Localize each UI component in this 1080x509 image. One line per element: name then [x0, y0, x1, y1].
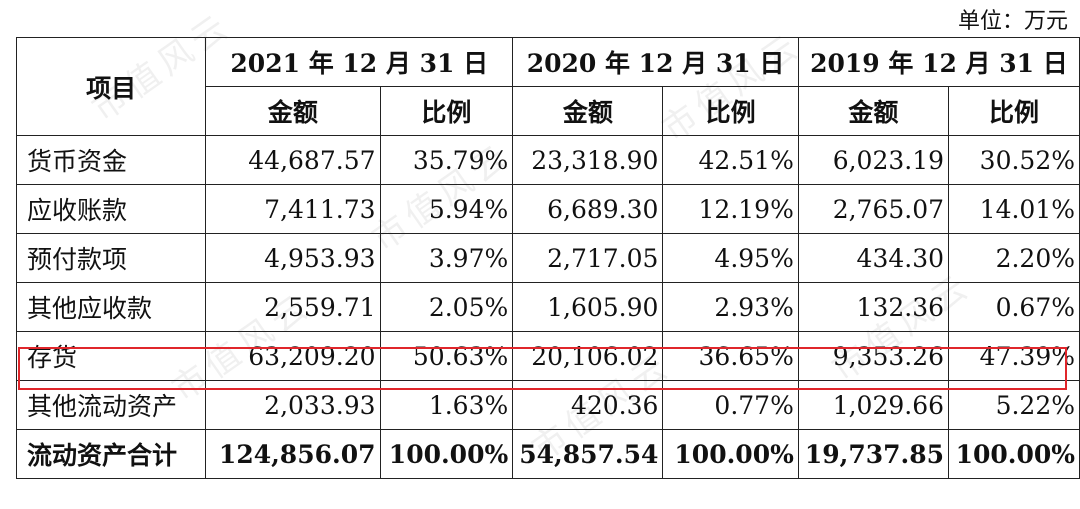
cell-ratio: 4.95% [662, 233, 799, 283]
cell-ratio: 12.19% [662, 184, 799, 234]
cell-ratio: 1.63% [379, 380, 514, 430]
cell-amount: 9,353.26 [797, 331, 950, 381]
cell-amount: 6,023.19 [797, 135, 950, 185]
row-label: 其他应收款 [15, 282, 207, 332]
cell-ratio: 2.05% [379, 282, 514, 332]
cell-ratio: 47.39% [948, 331, 1080, 381]
header-amount: 金额 [797, 86, 950, 136]
header-ratio: 比例 [662, 86, 799, 136]
cell-ratio: 3.97% [379, 233, 514, 283]
table-row-highlighted: 存货 63,209.20 50.63% 20,106.02 36.65% 9,3… [15, 331, 1080, 381]
header-item: 项目 [15, 37, 207, 136]
row-label: 其他流动资产 [15, 380, 207, 430]
cell-amount: 54,857.54 [512, 429, 664, 479]
table-row: 应收账款 7,411.73 5.94% 6,689.30 12.19% 2,76… [15, 184, 1080, 234]
cell-amount: 19,737.85 [797, 429, 950, 479]
cell-ratio: 100.00% [662, 429, 799, 479]
cell-ratio: 14.01% [948, 184, 1080, 234]
cell-amount: 2,765.07 [797, 184, 950, 234]
cell-amount: 420.36 [512, 380, 664, 430]
cell-ratio: 5.22% [948, 380, 1080, 430]
row-label: 货币资金 [15, 135, 207, 185]
cell-amount: 2,559.71 [205, 282, 381, 332]
cell-amount: 1,029.66 [797, 380, 950, 430]
cell-amount: 4,953.93 [205, 233, 381, 283]
header-period-2020: 2020 年 12 月 31 日 [512, 37, 799, 87]
cell-ratio: 36.65% [662, 331, 799, 381]
row-label: 预付款项 [15, 233, 207, 283]
table-row: 货币资金 44,687.57 35.79% 23,318.90 42.51% 6… [15, 135, 1080, 185]
cell-amount: 20,106.02 [512, 331, 664, 381]
header-ratio: 比例 [379, 86, 514, 136]
cell-amount: 44,687.57 [205, 135, 381, 185]
table-row: 预付款项 4,953.93 3.97% 2,717.05 4.95% 434.3… [15, 233, 1080, 283]
table-row-total: 流动资产合计 124,856.07 100.00% 54,857.54 100.… [15, 429, 1080, 479]
cell-amount: 63,209.20 [205, 331, 381, 381]
cell-ratio: 50.63% [379, 331, 514, 381]
cell-ratio: 0.67% [948, 282, 1080, 332]
cell-amount: 2,717.05 [512, 233, 664, 283]
financial-table: 项目 2021 年 12 月 31 日 2020 年 12 月 31 日 201… [15, 37, 1080, 479]
cell-ratio: 2.93% [662, 282, 799, 332]
header-amount: 金额 [205, 86, 381, 136]
cell-ratio: 42.51% [662, 135, 799, 185]
cell-amount: 132.36 [797, 282, 950, 332]
row-label: 流动资产合计 [15, 429, 207, 479]
table-row: 其他应收款 2,559.71 2.05% 1,605.90 2.93% 132.… [15, 282, 1080, 332]
cell-amount: 7,411.73 [205, 184, 381, 234]
cell-ratio: 100.00% [948, 429, 1080, 479]
cell-ratio: 100.00% [379, 429, 514, 479]
cell-amount: 1,605.90 [512, 282, 664, 332]
header-period-2019: 2019 年 12 月 31 日 [797, 37, 1080, 87]
header-amount: 金额 [512, 86, 664, 136]
header-period-2021: 2021 年 12 月 31 日 [205, 37, 514, 87]
row-label: 应收账款 [15, 184, 207, 234]
cell-amount: 6,689.30 [512, 184, 664, 234]
cell-ratio: 30.52% [948, 135, 1080, 185]
cell-amount: 124,856.07 [205, 429, 381, 479]
cell-ratio: 35.79% [379, 135, 514, 185]
cell-ratio: 0.77% [662, 380, 799, 430]
cell-amount: 23,318.90 [512, 135, 664, 185]
cell-ratio: 2.20% [948, 233, 1080, 283]
header-ratio: 比例 [948, 86, 1080, 136]
unit-label: 单位：万元 [957, 9, 1068, 34]
table-row: 其他流动资产 2,033.93 1.63% 420.36 0.77% 1,029… [15, 380, 1080, 430]
cell-amount: 434.30 [797, 233, 950, 283]
cell-amount: 2,033.93 [205, 380, 381, 430]
cell-ratio: 5.94% [379, 184, 514, 234]
row-label: 存货 [15, 331, 207, 381]
